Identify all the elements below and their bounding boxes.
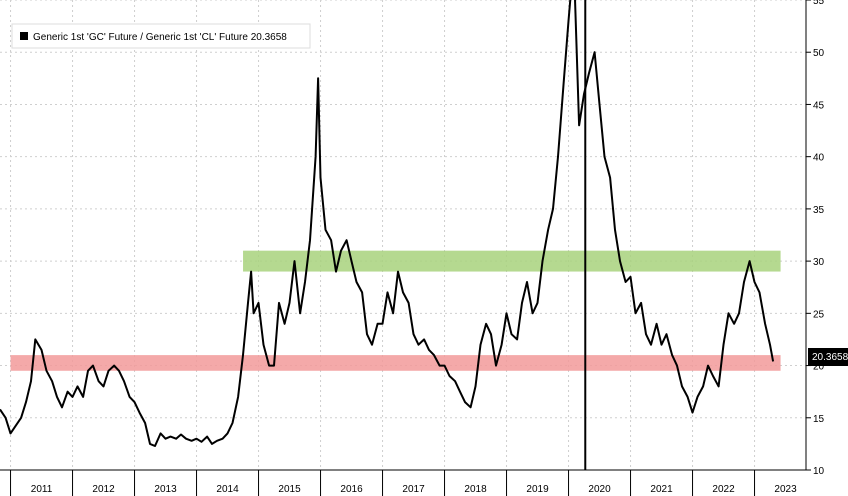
- y-tick-label: 40: [813, 153, 825, 164]
- y-tick-label: 10: [813, 466, 825, 477]
- x-tick-label: 2011: [31, 484, 53, 495]
- x-tick-label: 2013: [154, 484, 177, 495]
- legend: Generic 1st 'GC' Future / Generic 1st 'C…: [11, 23, 311, 49]
- legend-label: Generic 1st 'GC' Future / Generic 1st 'C…: [33, 32, 287, 43]
- y-tick-label: 20: [813, 362, 825, 373]
- last-value-label: 20.3658: [812, 352, 848, 363]
- grid-layer: [0, 0, 806, 471]
- x-tick-label: 2014: [216, 484, 239, 495]
- y-tick-label: 25: [813, 309, 825, 320]
- x-tick-label: 2012: [92, 484, 115, 495]
- x-tick-label: 2016: [340, 484, 363, 495]
- axis-layer: 10 15 20 25 30 35 40 45 50 55 2011 2012 2013 2014 2015…: [0, 0, 825, 496]
- y-tick-label: 35: [813, 205, 825, 216]
- red-band: [10, 355, 781, 371]
- y-tick-label: 55: [813, 0, 825, 7]
- x-tick-label: 2015: [278, 484, 301, 495]
- x-tick-label: 2019: [526, 484, 549, 495]
- band-layer: [10, 250, 781, 371]
- y-tick-label: 50: [813, 48, 825, 59]
- green-band: [243, 250, 781, 272]
- line-layer: [0, 0, 775, 470]
- x-tick-label: 2017: [402, 484, 425, 495]
- y-tick-label: 45: [813, 100, 825, 111]
- y-tick-label: 15: [813, 414, 825, 425]
- legend-swatch: [20, 32, 28, 40]
- x-tick-label: 2020: [588, 484, 611, 495]
- x-tick-label: 2022: [712, 484, 735, 495]
- y-tick-label: 30: [813, 257, 825, 268]
- x-tick-label: 2018: [464, 484, 487, 495]
- series-line: [0, 0, 775, 447]
- last-value-tag: 20.3658: [808, 348, 848, 366]
- x-tick-label: 2023: [774, 484, 797, 495]
- x-tick-label: 2021: [650, 484, 673, 495]
